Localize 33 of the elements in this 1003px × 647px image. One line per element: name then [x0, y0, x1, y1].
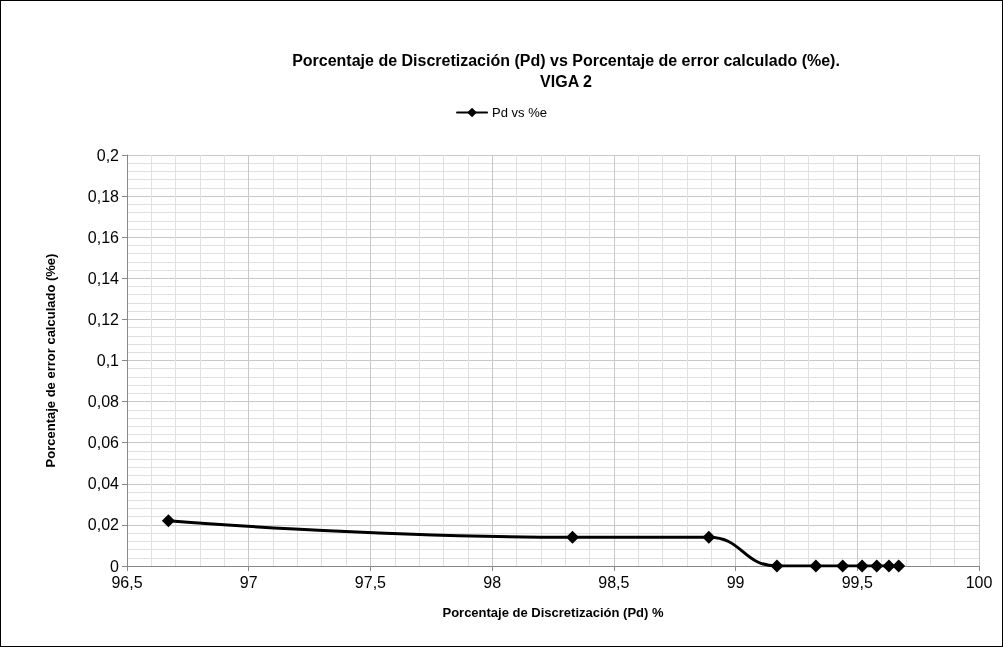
x-tick-label: 97,5 [354, 573, 387, 591]
point [836, 559, 850, 573]
legend-label: Pd vs %e [492, 105, 547, 120]
y-tick-label: 0,12 [87, 310, 120, 328]
x-tick-label: 98 [483, 573, 502, 591]
y-tick-label: 0,2 [96, 146, 120, 164]
y-tick-label: 0,1 [96, 352, 120, 369]
x-tick-label: 96,5 [111, 573, 143, 591]
y-tick-label: 0,02 [87, 516, 120, 534]
x-tick-label: 98,5 [598, 573, 630, 591]
x-tick-label: 100 [965, 573, 993, 591]
y-tick-label: 0,18 [87, 187, 120, 205]
y-tick-label: 0,08 [87, 393, 120, 411]
y-tick-label: 0,16 [87, 228, 120, 246]
y-axis-title: Porcentaje de error calculado (%e) [43, 253, 58, 468]
x-tick-label: 99,5 [841, 573, 873, 591]
point [855, 559, 869, 573]
point [870, 559, 884, 573]
point [882, 559, 896, 573]
y-tick-label: 0,14 [87, 269, 120, 287]
y-tick-label: 0,06 [87, 434, 120, 452]
point [892, 559, 906, 573]
point [161, 514, 175, 528]
point [809, 559, 823, 573]
point [702, 530, 716, 544]
y-tick-label: 0,04 [87, 475, 120, 493]
point [770, 559, 784, 573]
x-axis-title: Porcentaje de Discretización (Pd) % [442, 605, 664, 620]
y-tick-label: 0 [110, 557, 120, 575]
x-tick-label: 97 [239, 573, 258, 591]
x-tick-label: 99 [726, 573, 745, 591]
chart-title: Porcentaje de Discretización (Pd) vs Porcentaje de error calculado (%e). VIGA 2 [292, 52, 840, 90]
point [565, 530, 579, 544]
